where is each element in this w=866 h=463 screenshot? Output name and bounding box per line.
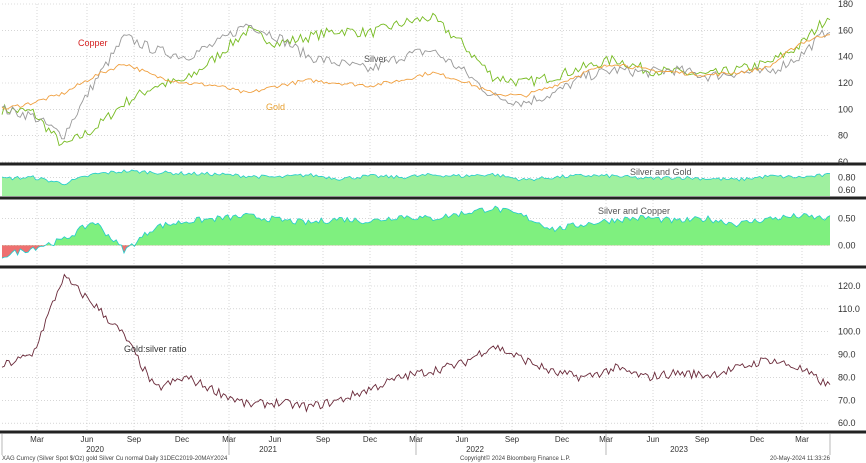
x-tick-month: Dec	[555, 435, 569, 444]
y-tick-label: 0.50	[838, 214, 856, 224]
x-tick-month: Sep	[695, 435, 710, 444]
y-tick-label: 70.0	[838, 395, 856, 405]
footer-copyright: Copyright© 2024 Bloomberg Finance L.P.	[460, 455, 571, 462]
correlation-area-positive	[2, 206, 830, 246]
correlation-area-positive	[2, 169, 830, 196]
y-tick-label: 140	[838, 52, 853, 62]
correlation-edge-line	[1, 169, 831, 186]
silver-gold-label: Silver and Gold	[630, 167, 692, 177]
silver-copper-label: Silver and Copper	[598, 206, 670, 216]
panel-separator	[0, 196, 866, 200]
panel-separator	[0, 430, 866, 434]
price-panel-grid	[2, 3, 830, 163]
silver-gold-correlation-group	[1, 169, 831, 196]
y-tick-label: 180	[838, 0, 853, 9]
y-tick-label: 60	[838, 157, 848, 167]
y-tick-label: 0.00	[838, 240, 856, 250]
x-tick-month: Jun	[456, 435, 469, 444]
y-tick-label: 0.60	[838, 185, 856, 195]
ratio-line	[1, 273, 831, 413]
x-tick-year: 2023	[670, 445, 688, 454]
price-series-group	[1, 12, 831, 147]
x-tick-month: Dec	[175, 435, 189, 444]
y-tick-label: 120.0	[838, 281, 861, 291]
series-line-gold	[1, 34, 831, 110]
silver-annotation: Silver	[364, 54, 387, 64]
ratio-label: Gold:silver ratio	[124, 344, 187, 354]
y-tick-label: 80	[838, 131, 848, 141]
series-line-copper	[1, 12, 831, 147]
footer-timestamp: 20-May-2024 11:33:26	[770, 456, 831, 462]
panel-separators	[0, 162, 866, 434]
y-tick-label: 100	[838, 104, 853, 114]
y-tick-label: 100.0	[838, 327, 861, 337]
y-tick-label: 80.0	[838, 372, 856, 382]
x-tick-month: Sep	[316, 435, 331, 444]
x-tick-year: 2021	[259, 445, 277, 454]
gold-silver-ratio-group	[1, 273, 831, 413]
y-tick-label: 160	[838, 25, 853, 35]
ratio-panel-grid	[2, 270, 830, 430]
y-tick-label: 90.0	[838, 350, 856, 360]
silver-copper-correlation-group	[1, 205, 831, 259]
x-tick-labels: Mar Jun Sep Dec Mar Jun Sep Dec Mar Jun Sep Dec Mar J…	[1, 433, 831, 455]
y-tick-label: 110.0	[838, 304, 860, 314]
y-tick-label: 0.80	[838, 172, 856, 182]
panel-separator	[0, 265, 866, 269]
copper-annotation: Copper	[78, 38, 108, 48]
gold-annotation: Gold	[266, 102, 285, 112]
correlation-edge-line	[1, 205, 831, 259]
x-tick-month: Mar	[30, 435, 44, 444]
x-tick-month: Dec	[750, 435, 764, 444]
panel-separator	[0, 162, 866, 166]
x-tick-month: Jun	[269, 435, 282, 444]
x-tick-month: Dec	[363, 435, 377, 444]
y-tick-label: 60.0	[838, 418, 856, 428]
footer-source: XAG Curncy (Silver Spot $/Oz) gold Silve…	[2, 456, 228, 462]
x-tick-month: Sep	[127, 435, 142, 444]
x-tick-year: 2022	[466, 445, 484, 454]
x-tick-month: Jun	[81, 435, 94, 444]
x-tick-month: Mar	[795, 435, 809, 444]
x-tick-year: 2020	[86, 445, 104, 454]
y-tick-labels: 60 80 100 120 140 160 180 0.60 0.80 0.00 0.50 60.0 7…	[838, 0, 861, 428]
x-tick-month: Jun	[647, 435, 660, 444]
y-tick-label: 120	[838, 78, 853, 88]
x-tick-month: Sep	[505, 435, 520, 444]
